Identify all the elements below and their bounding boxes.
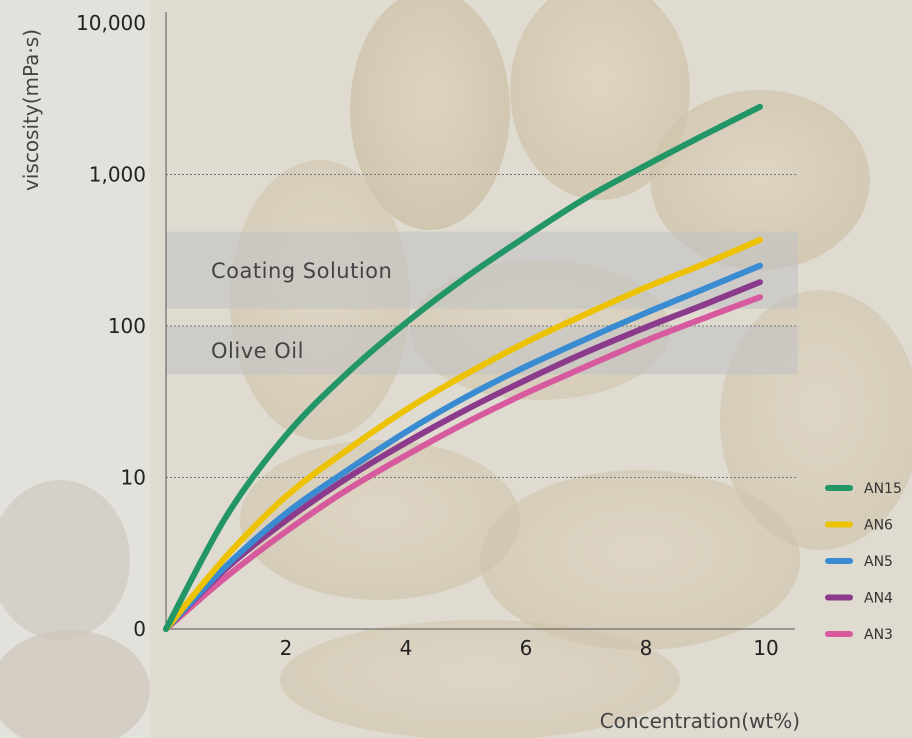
y-tick-label: 10,000 [76,11,146,35]
legend-label-an3: AN3 [864,627,893,643]
band-label: Olive Oil [211,339,304,363]
y-axis-label: viscosity(mPa·s) [19,29,43,191]
legend-label-an15: AN15 [864,481,902,497]
series-line-an6 [163,236,763,632]
x-tick-label: 4 [400,636,413,660]
series-line-an4 [163,279,763,632]
y-tick-label: 10 [121,466,146,490]
series-line-an15 [163,103,763,632]
y-tick-label: 100 [108,314,146,338]
x-axis-label: Concentration(wt%) [600,709,800,733]
x-tick-label: 10 [753,636,778,660]
legend-label-an5: AN5 [864,554,893,570]
legend-label-an6: AN6 [864,518,893,534]
band-label: Coating Solution [211,259,392,283]
y-tick-label: 1,000 [89,163,146,187]
series-line-an5 [163,262,763,632]
y-tick-label: 0 [133,617,146,641]
x-tick-label: 2 [280,636,293,660]
x-tick-label: 8 [640,636,653,660]
x-tick-label: 6 [520,636,533,660]
series-line-an3 [163,294,763,632]
legend-label-an4: AN4 [864,591,893,607]
